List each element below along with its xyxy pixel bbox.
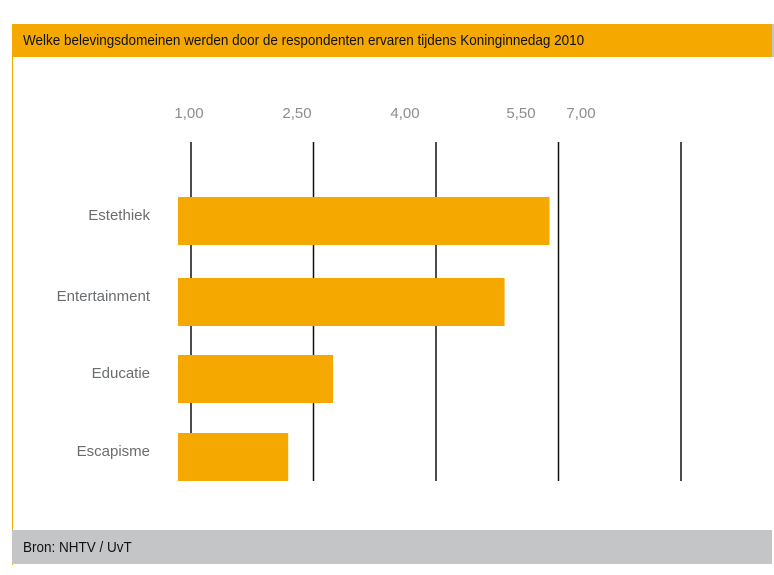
category-label: Escapisme [77,443,150,460]
tick-label: 4,00 [390,105,419,122]
tick-label: 2,50 [282,105,311,122]
bar-estethiek [178,197,550,245]
category-label: Estethiek [88,207,150,224]
category-label: Educatie [92,365,150,382]
source-bar: Bron: NHTV / UvT [12,530,772,564]
chart-title-bar: Welke belevingsdomeinen werden door de r… [12,24,772,57]
bar-escapisme [178,433,289,481]
left-border [12,57,13,565]
edge-strip [772,24,774,57]
bar-educatie [178,355,334,403]
bar-entertainment [178,278,505,326]
chart-title: Welke belevingsdomeinen werden door de r… [23,32,585,49]
tick-label: 1,00 [174,105,203,122]
category-label: Entertainment [57,288,151,305]
tick-label: 7,00 [566,105,595,122]
tick-label: 5,50 [506,105,535,122]
source-text: Bron: NHTV / UvT [23,539,132,556]
